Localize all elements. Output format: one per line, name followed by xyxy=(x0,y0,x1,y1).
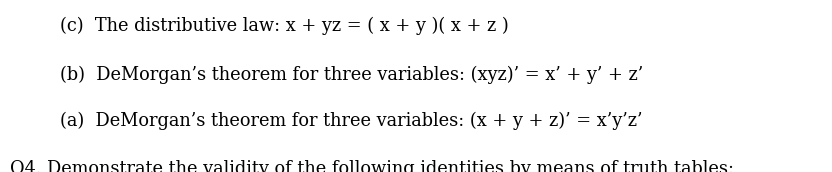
Text: (c)  The distributive law: x + yz = ( x + y )( x + z ): (c) The distributive law: x + yz = ( x +… xyxy=(60,17,508,35)
Text: Q4. Demonstrate the validity of the following identities by means of truth table: Q4. Demonstrate the validity of the foll… xyxy=(10,160,734,172)
Text: (b)  DeMorgan’s theorem for three variables: (xyz)’ = x’ + y’ + z’: (b) DeMorgan’s theorem for three variabl… xyxy=(60,65,643,84)
Text: (a)  DeMorgan’s theorem for three variables: (x + y + z)’ = x’y’z’: (a) DeMorgan’s theorem for three variabl… xyxy=(60,112,642,130)
